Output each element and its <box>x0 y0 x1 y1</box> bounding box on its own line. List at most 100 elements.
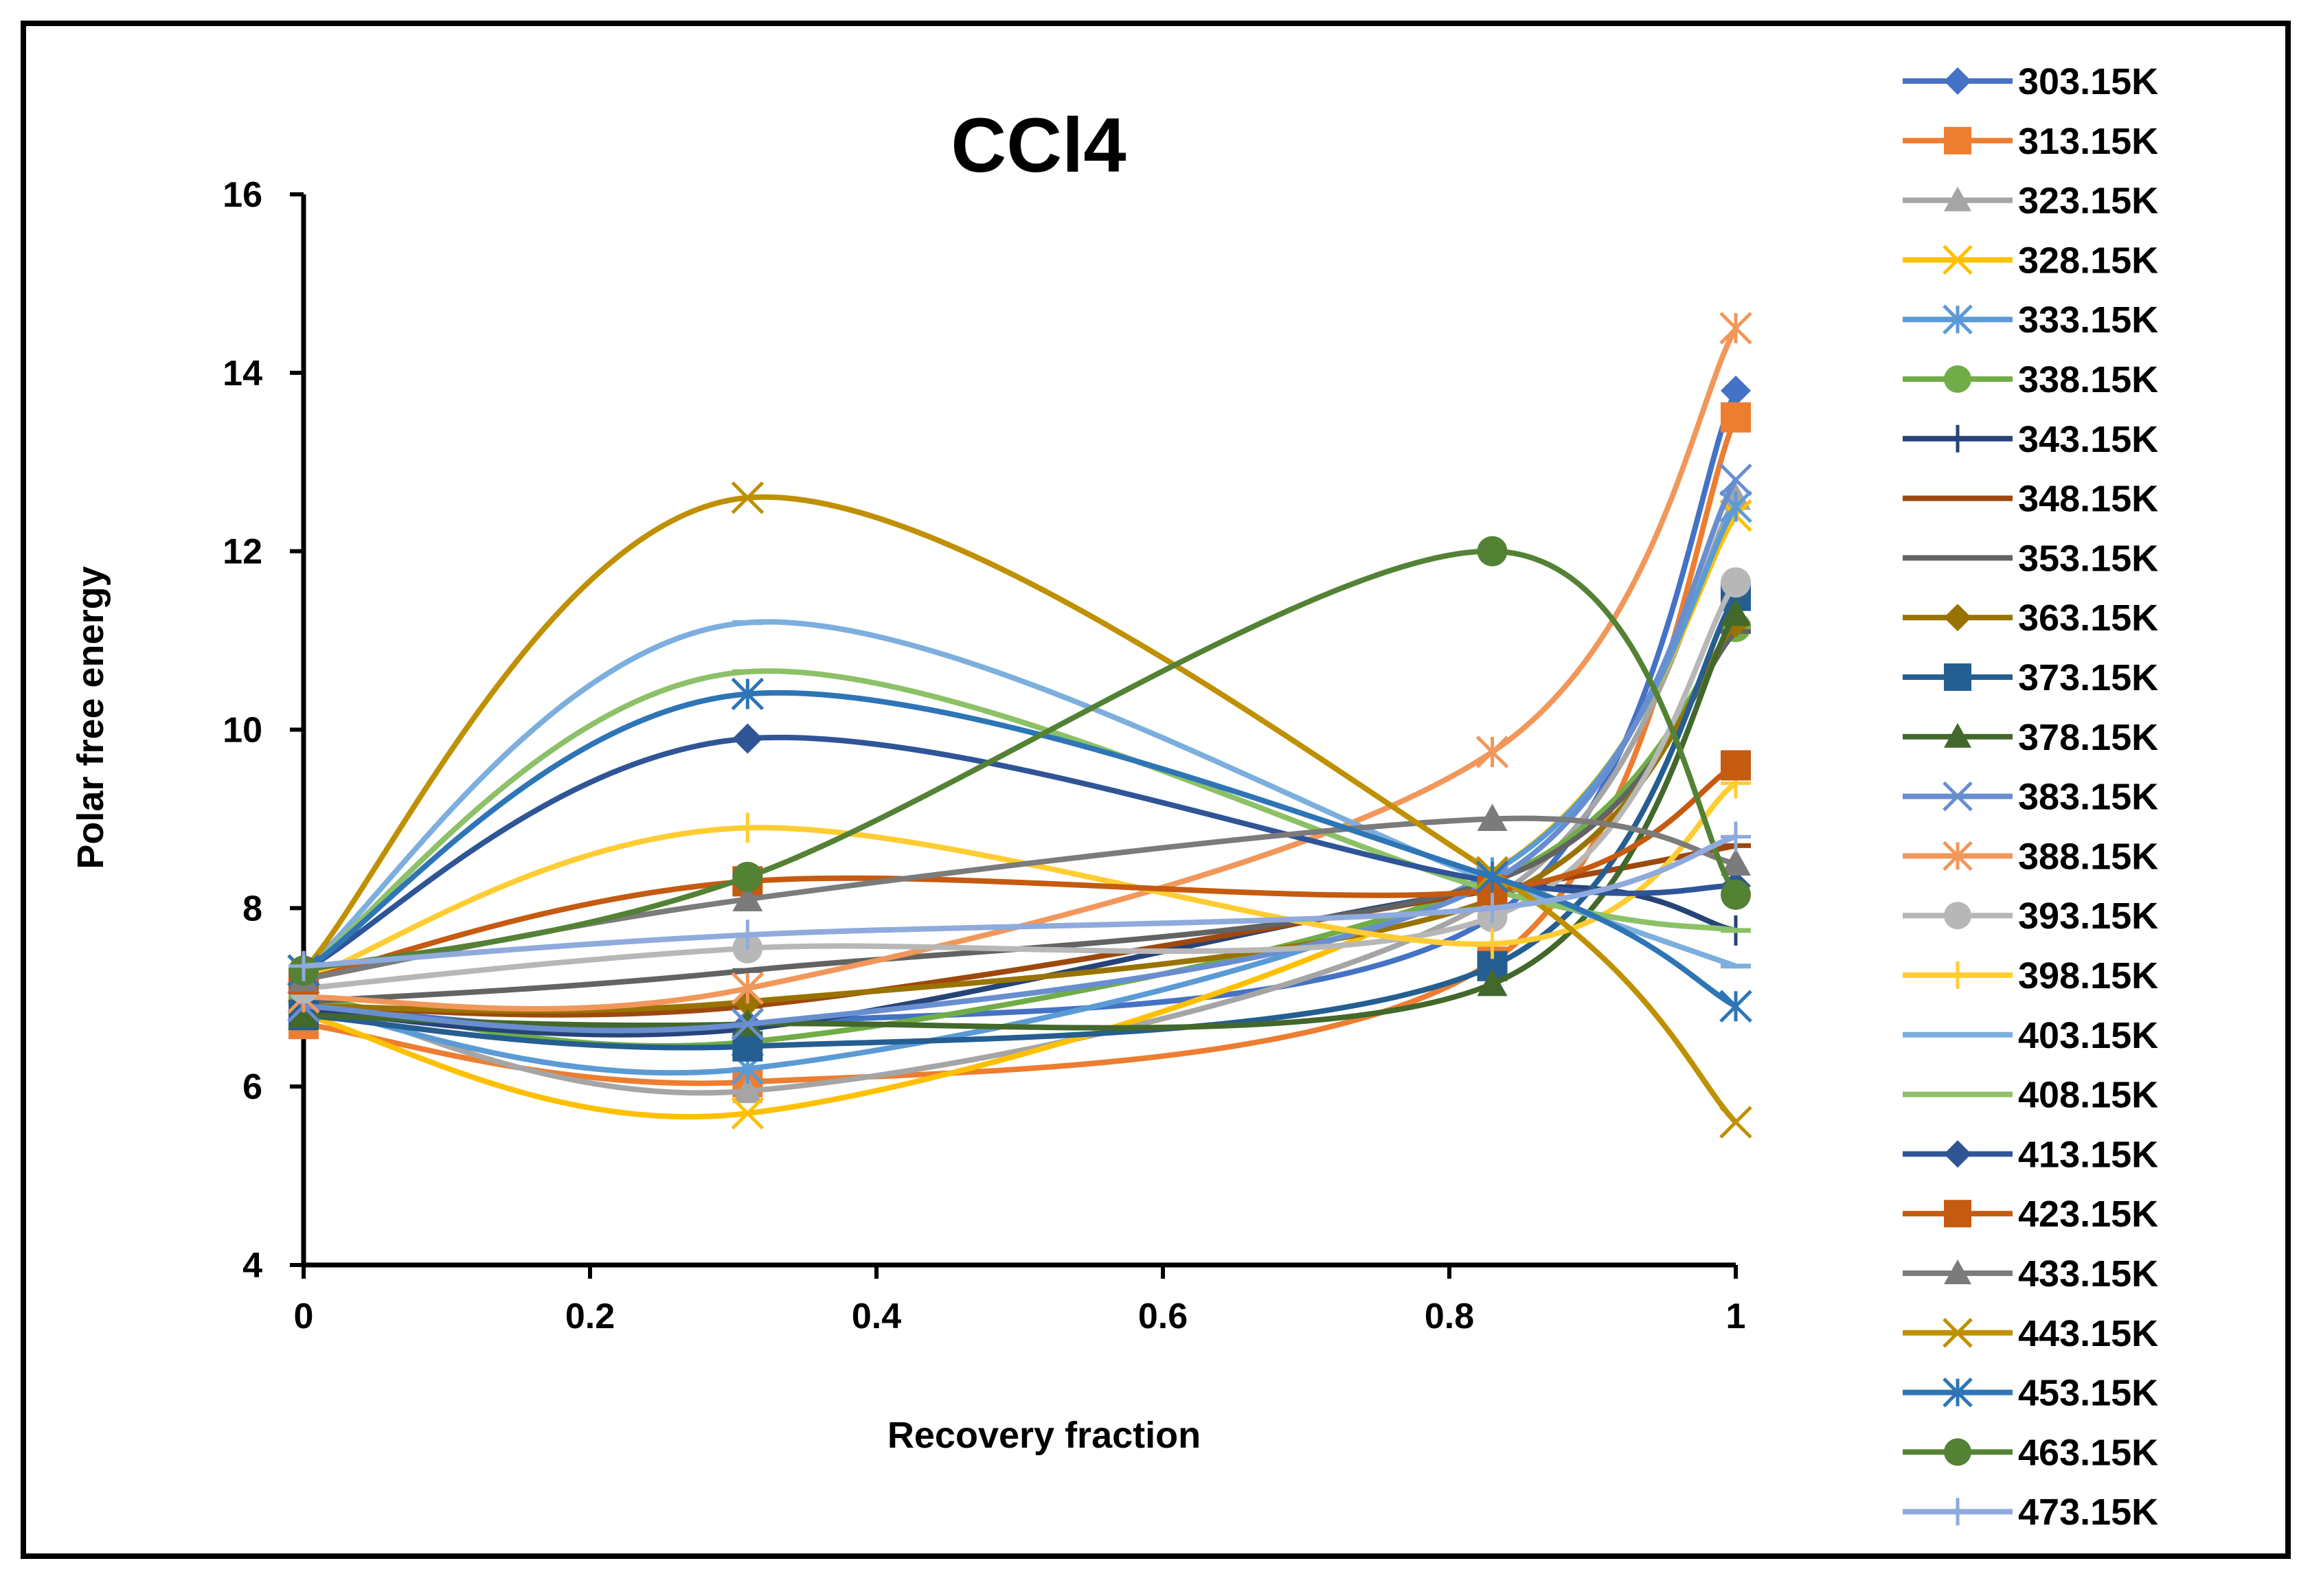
data-point <box>731 1007 765 1040</box>
legend-label: 388.15K <box>2018 836 2158 877</box>
legend-marker <box>1944 1200 1971 1228</box>
data-point <box>1721 821 1751 852</box>
data-point <box>1719 312 1752 345</box>
series-line <box>301 494 1739 1126</box>
legend-item: 408.15K <box>1903 1075 2158 1116</box>
data-point <box>732 812 763 843</box>
series-line <box>301 668 1739 974</box>
data-point <box>731 1097 765 1130</box>
x-tick-label: 0.8 <box>1425 1297 1474 1336</box>
data-point <box>1477 893 1508 924</box>
data-point <box>1477 968 1508 996</box>
legend-marker <box>1944 961 1971 989</box>
series-line <box>301 628 1739 1005</box>
legend-item: 388.15K <box>1903 836 2158 877</box>
legend-label: 383.15K <box>2018 777 2158 818</box>
x-tick-label: 0.4 <box>852 1297 901 1336</box>
data-point <box>1477 803 1508 832</box>
data-point <box>732 861 763 892</box>
legend-item: 313.15K <box>1903 121 2158 162</box>
data-point <box>1719 1106 1752 1139</box>
series-line <box>301 689 1739 1010</box>
legend-item: 333.15K <box>1903 299 2158 341</box>
data-point <box>1719 990 1752 1023</box>
legend-marker <box>1944 1438 1971 1466</box>
legend-label: 408.15K <box>2018 1075 2158 1116</box>
legend-label: 343.15K <box>2018 419 2158 460</box>
data-point <box>732 884 763 911</box>
legend-item: 403.15K <box>1903 1015 2158 1056</box>
legend-item: 393.15K <box>1903 896 2158 937</box>
legend-label: 403.15K <box>2018 1015 2158 1056</box>
legend-item: 303.15K <box>1903 61 2158 102</box>
legend-label: 453.15K <box>2018 1373 2158 1414</box>
legend-marker <box>1944 1140 1971 1168</box>
legend-label: 433.15K <box>2018 1253 2158 1295</box>
legend-item: 353.15K <box>1903 538 2158 579</box>
legend-label: 313.15K <box>2018 121 2158 162</box>
legend-label: 348.15K <box>2018 479 2158 520</box>
data-point <box>1719 463 1752 497</box>
chart-frame <box>21 21 2291 1559</box>
series-line <box>301 834 1739 969</box>
legend-label: 373.15K <box>2018 657 2158 698</box>
legend-marker <box>1944 722 1971 748</box>
y-tick-label: 10 <box>223 711 262 751</box>
series-line <box>301 734 1739 974</box>
series-388.15K <box>287 312 1752 1014</box>
legend-item: 323.15K <box>1903 181 2158 222</box>
series-463.15K <box>288 536 1751 986</box>
legend-item: 443.15K <box>1903 1313 2158 1354</box>
y-tick-label: 6 <box>242 1067 262 1107</box>
data-point <box>732 1075 763 1104</box>
y-tick-label: 12 <box>223 532 262 572</box>
y-axis-title: Polar free energy <box>70 566 111 869</box>
legend-item: 363.15K <box>1903 597 2158 639</box>
data-point <box>732 723 763 754</box>
legend: 303.15K 313.15K 323.15K 328.15K 333.15K 338.1… <box>1903 61 2158 1533</box>
legend-label: 353.15K <box>2018 538 2158 579</box>
legend-label: 328.15K <box>2018 240 2158 281</box>
legend-marker <box>1943 304 1973 334</box>
legend-label: 423.15K <box>2018 1194 2158 1235</box>
legend-label: 413.15K <box>2018 1134 2158 1175</box>
legend-marker <box>1944 1498 1971 1526</box>
series-line <box>301 580 1739 992</box>
data-point <box>1477 928 1508 959</box>
legend-item: 378.15K <box>1903 717 2158 758</box>
legend-label: 333.15K <box>2018 299 2158 341</box>
legend-marker <box>1944 67 1971 95</box>
y-tick-label: 4 <box>242 1246 262 1286</box>
legend-marker <box>1944 186 1971 212</box>
legend-item: 398.15K <box>1903 955 2158 996</box>
legend-label: 338.15K <box>2018 359 2158 400</box>
x-tick-label: 0.6 <box>1138 1297 1188 1336</box>
legend-marker <box>1943 781 1973 812</box>
y-tick-label: 16 <box>223 175 262 215</box>
data-point <box>1721 750 1751 781</box>
legend-label: 463.15K <box>2018 1432 2158 1473</box>
legend-item: 373.15K <box>1903 657 2158 698</box>
legend-item: 338.15K <box>1903 359 2158 400</box>
x-axis-title: Recovery fraction <box>887 1415 1201 1456</box>
axes: 4 6 8 10 12 14 16 0 0.2 0.4 0.6 0.8 1 <box>223 175 1745 1336</box>
series-layer <box>287 312 1752 1139</box>
series-473.15K <box>288 821 1751 981</box>
series-line <box>301 762 1739 983</box>
x-tick-label: 0.2 <box>565 1297 615 1336</box>
data-point <box>1477 536 1508 567</box>
series-line <box>301 611 1739 1031</box>
legend-marker <box>1944 1259 1971 1284</box>
series-line <box>301 843 1739 1018</box>
data-point <box>731 677 765 711</box>
series-383.15K <box>287 463 1752 1040</box>
legend-label: 473.15K <box>2018 1492 2158 1533</box>
legend-marker <box>1944 365 1971 393</box>
legend-label: 443.15K <box>2018 1313 2158 1354</box>
data-point <box>732 920 763 950</box>
legend-marker <box>1943 841 1973 871</box>
legend-label: 323.15K <box>2018 181 2158 222</box>
data-point <box>1721 567 1751 598</box>
legend-item: 453.15K <box>1903 1373 2158 1414</box>
